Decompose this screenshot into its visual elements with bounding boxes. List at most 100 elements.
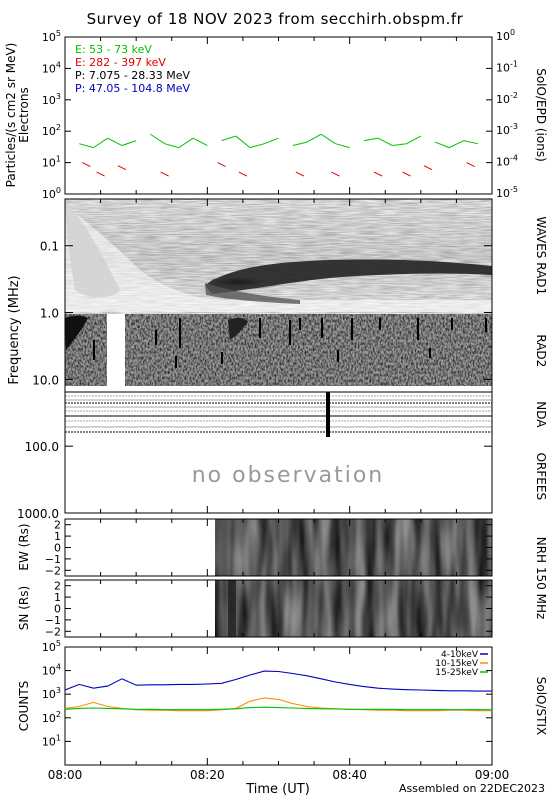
time-axis: 08:00 08:20 08:40 09:00 (48, 37, 510, 782)
nrh-y-tick-label: 0 (54, 542, 61, 555)
nrh-right-label: NRH 150 MHz (534, 537, 548, 620)
electron-low-segment (264, 137, 279, 145)
particles-series (79, 133, 478, 177)
particles-y-tick-label: 102 (42, 123, 61, 138)
nda-lines (65, 391, 492, 433)
electron-high-point (238, 171, 248, 177)
stix-series-line (65, 670, 492, 692)
rad1-emission-core (210, 275, 290, 289)
radio-y-tick-label: 1.0 (40, 307, 59, 321)
time-tick-label: 08:00 (48, 768, 83, 782)
particles-y-tick-label: 100 (42, 186, 61, 201)
electron-low-segment (235, 135, 251, 149)
electron-low-segment (292, 141, 308, 147)
radio-y-tick-label: 100.0 (25, 440, 59, 454)
radio-ylabel: Frequency (MHz) (7, 275, 22, 384)
electron-low-segment (463, 140, 478, 145)
band-label: NDA (534, 401, 548, 428)
stix-series-line (65, 706, 492, 711)
stix-ylabel: COUNTS (17, 681, 31, 732)
rad2-spikes (93, 318, 487, 368)
particles-y2-tick-label: 100 (496, 28, 515, 43)
particles-ylabel-2: Electrons (17, 87, 31, 142)
nrh-sn-edge (228, 580, 236, 637)
stix-y-tick-label: 104 (42, 663, 61, 678)
time-tick-label: 09:00 (475, 768, 510, 782)
electron-low-segment (249, 143, 265, 149)
nda-spike (326, 392, 330, 437)
stix-frame (64, 646, 493, 766)
rad2-burst (65, 315, 88, 350)
electron-low-segment (178, 137, 194, 149)
particles-y-tick-label: 103 (42, 92, 61, 107)
electron-low-segment (449, 140, 464, 149)
electron-low-segment (79, 143, 94, 149)
figure-title: Survey of 18 NOV 2023 from secchirh.obsp… (87, 10, 464, 28)
nrh-y-tick-label: −2 (45, 625, 61, 638)
particles-right-label: SolO/EPD (ions) (534, 68, 548, 162)
radio-y-tick-label: 10.0 (32, 373, 59, 387)
nrh-sn-ylabel: SN (Rs) (17, 586, 31, 630)
electron-low-segment (320, 133, 336, 145)
electron-high-point (160, 171, 169, 177)
nrh-y-tick-label: −1 (45, 553, 61, 566)
radio-y-ticks: 0.1 1.0 10.0 100.0 1000.0 (17, 240, 492, 521)
nrh-y-tick-label: 1 (54, 530, 61, 543)
electron-high-point (295, 171, 305, 177)
radio-y-tick-label: 0.1 (40, 240, 59, 254)
electron-low-segment (335, 143, 350, 149)
electron-high-point (402, 171, 411, 177)
rad2-data-gap (107, 314, 125, 386)
band-labels: WAVES RAD1 RAD2 NDA ORFEES (534, 216, 548, 500)
electron-low-segment (434, 141, 450, 149)
rad1-dark-emission (205, 259, 492, 294)
nrh-ew-texture (215, 519, 492, 576)
stix-y-ticks: 101 102 103 104 105 (42, 639, 492, 748)
nrh-sn-texture (215, 580, 492, 637)
nrh-y-tick-label: 1 (54, 591, 61, 604)
radio-y-tick-label: 1000.0 (17, 507, 59, 521)
particles-legend-entry: E: 282 - 397 keV (75, 56, 166, 69)
time-tick-label: 08:40 (332, 768, 367, 782)
electron-low-segment (392, 143, 407, 147)
electron-high-point (117, 165, 127, 171)
stix-legend-label: 4-10keV (441, 650, 479, 660)
nrh-y-tick-label: −1 (45, 614, 61, 627)
rad1-burst-early (65, 200, 120, 298)
stix-right-label: SolO/STIX (534, 677, 548, 736)
stix-y-tick-label: 105 (42, 639, 61, 654)
assembled-date: Assembled on 22DEC2023 (399, 782, 545, 795)
nrh-y-tick-label: 0 (54, 603, 61, 616)
particles-y-tick-label: 104 (42, 60, 61, 75)
electron-high-point (373, 171, 383, 177)
band-label: RAD2 (534, 334, 548, 367)
band-label: WAVES RAD1 (534, 216, 548, 295)
electron-low-segment (406, 135, 422, 145)
electron-low-segment (121, 140, 137, 146)
electron-low-segment (221, 135, 236, 142)
particles-y2-tick-label: 10-1 (496, 59, 518, 74)
electron-low-segment (107, 137, 123, 146)
particles-y2-tick-label: 10-3 (496, 122, 518, 137)
electron-high-point (331, 171, 340, 177)
particles-y2-tick-label: 10-5 (496, 185, 518, 200)
electron-low-segment (93, 137, 108, 149)
electron-high-point (466, 162, 475, 168)
time-axis-label: Time (UT) (245, 782, 310, 797)
nda-band (65, 386, 492, 437)
electron-low-segment (306, 133, 322, 143)
particles-legend-entry: P: 7.075 - 28.33 MeV (75, 69, 191, 82)
band-label: ORFEES (534, 453, 548, 500)
electron-low-segment (192, 137, 208, 146)
particles-y2-tick-label: 10-4 (496, 154, 518, 169)
stix-y-tick-label: 103 (42, 686, 61, 701)
rad2-texture (65, 314, 492, 386)
electron-high-point (96, 171, 105, 177)
particles-ylabel: Particles/(s cm2 sr MeV) (4, 43, 18, 188)
nrh-y-tick-label: −2 (45, 564, 61, 577)
